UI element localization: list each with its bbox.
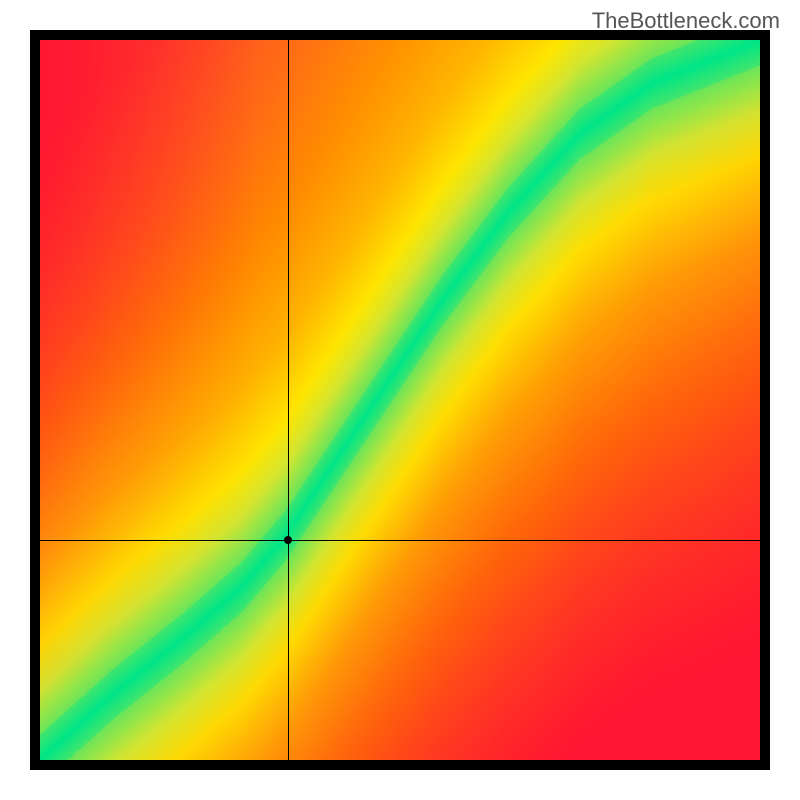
marker-dot — [284, 536, 292, 544]
crosshair-vertical — [288, 40, 289, 760]
chart-container: TheBottleneck.com — [0, 0, 800, 800]
watermark-text: TheBottleneck.com — [592, 8, 780, 34]
heatmap-canvas — [40, 40, 760, 760]
plot-frame — [30, 30, 770, 770]
crosshair-horizontal — [40, 540, 760, 541]
